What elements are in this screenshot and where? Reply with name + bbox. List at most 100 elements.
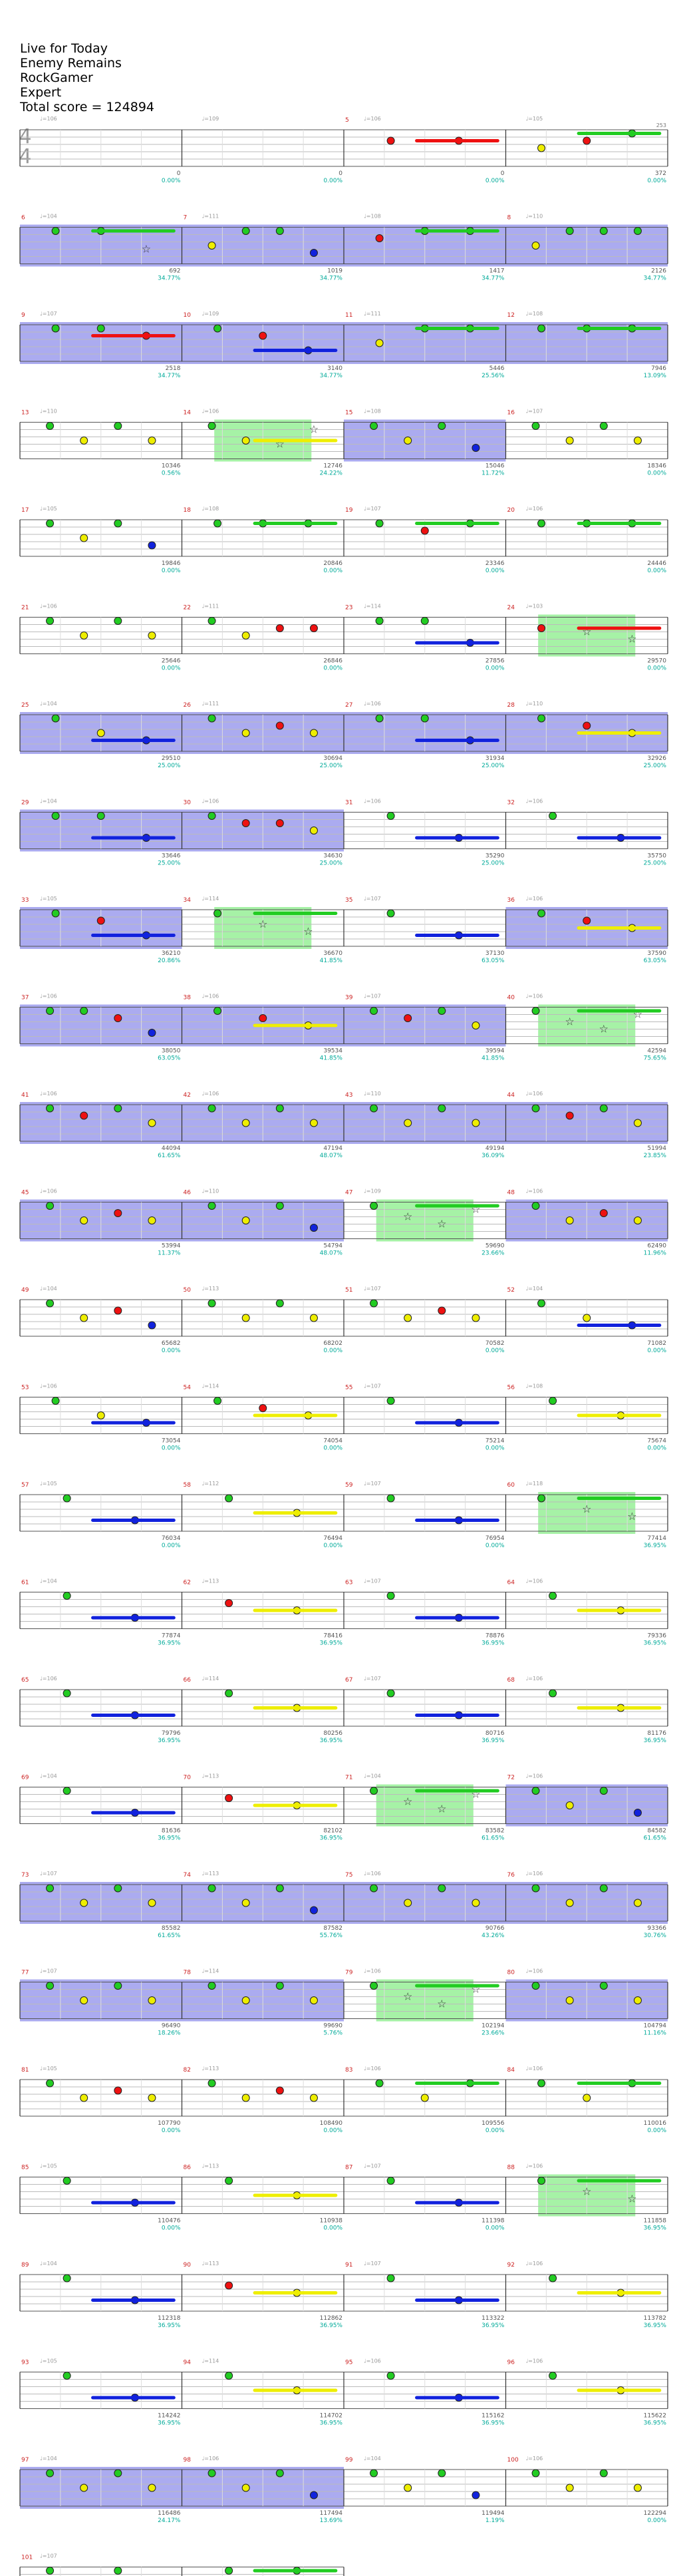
note-y [404, 437, 412, 445]
note-b [309, 1224, 318, 1232]
tempo-marker: ♩=109 [202, 116, 219, 122]
measure-score: 75674 [647, 1438, 666, 1445]
note-y [80, 1314, 88, 1322]
measure-score: 79336 [647, 1633, 666, 1640]
measure-score: 0 [501, 170, 505, 177]
measure-overdrive-percent: 41.85% [320, 958, 343, 964]
note-g [375, 2079, 384, 2088]
measure-number: 95 [345, 2360, 352, 2366]
measure-score: 372 [655, 170, 666, 177]
tempo-marker: ♩=111 [202, 604, 219, 610]
tempo-marker: ♩=106 [40, 1091, 57, 1097]
measure-score: 111398 [481, 2218, 505, 2225]
note-g [207, 1884, 216, 1893]
note-g [537, 2177, 546, 2185]
note-g [63, 1689, 71, 1698]
star-note-icon: ☆ [142, 243, 151, 256]
note-y [241, 1899, 250, 1907]
tempo-marker: ♩=114 [202, 896, 219, 902]
measure-number: 32 [507, 800, 515, 807]
tempo-marker: ♩=106 [526, 1871, 543, 1877]
note-g [370, 422, 378, 430]
measure-overdrive-percent: 36.95% [481, 2420, 505, 2427]
measure-score: 39534 [323, 1048, 342, 1055]
measure-overdrive-percent: 36.95% [644, 1738, 667, 1744]
note-g [537, 2079, 546, 2088]
measure-score: 42594 [647, 1048, 666, 1055]
note-y [404, 1899, 412, 1907]
measure-number: 60 [507, 1482, 515, 1489]
note-g [207, 1202, 216, 1210]
note-g [225, 2177, 233, 2185]
measure-overdrive-percent: 25.00% [644, 860, 667, 867]
measure-overdrive-percent: 0.56% [162, 470, 181, 477]
measure-overdrive-percent: 0.00% [162, 1445, 181, 1452]
measure-score: 23346 [485, 560, 505, 567]
tempo-marker: ♩=103 [526, 604, 543, 610]
tempo-marker: ♩=104 [40, 2261, 57, 2267]
measure-number: 88 [507, 2165, 515, 2171]
measure-score: 78876 [485, 1633, 505, 1640]
tempo-marker: ♩=107 [40, 1871, 57, 1877]
note-g [46, 1202, 55, 1210]
tempo-marker: ♩=111 [364, 311, 381, 317]
note-g [207, 617, 216, 625]
measure-number: 28 [507, 702, 515, 709]
tempo-marker: ♩=111 [202, 214, 219, 220]
note-y [309, 827, 318, 834]
tempo-marker: ♩=106 [526, 1773, 543, 1779]
note-g [386, 1592, 395, 1600]
star-note-icon: ☆ [627, 633, 636, 645]
measure-number: 59 [345, 1482, 353, 1489]
measure-score: 108490 [320, 2120, 343, 2127]
measure-overdrive-percent: 18.26% [158, 2030, 181, 2037]
note-g [386, 909, 395, 918]
measure-overdrive-percent: 36.95% [644, 2322, 667, 2329]
tempo-marker: ♩=104 [364, 1773, 381, 1779]
note-r [259, 331, 267, 340]
note-g [549, 1592, 557, 1600]
note-g [375, 519, 384, 528]
measure-number: 41 [21, 1092, 29, 1099]
measure-score: 78416 [323, 1633, 342, 1640]
note-g [114, 519, 122, 528]
star-note-icon: ☆ [437, 1218, 446, 1230]
tempo-marker: ♩=106 [364, 1968, 381, 1974]
tempo-marker: ♩=108 [364, 214, 381, 220]
measure-number: 56 [507, 1385, 515, 1391]
measure-overdrive-percent: 0.00% [485, 178, 505, 184]
measure-overdrive-percent: 36.95% [320, 1835, 343, 1842]
note-y [633, 1996, 642, 2004]
measure-overdrive-percent: 36.95% [158, 1835, 181, 1842]
measure-overdrive-percent: 61.65% [158, 1932, 181, 1939]
measure-score: 90766 [485, 1925, 505, 1932]
note-y [148, 1996, 156, 2004]
measure-overdrive-percent: 36.95% [481, 1640, 505, 1647]
note-g [438, 2469, 446, 2478]
note-g [599, 1884, 608, 1893]
measure-overdrive-percent: 63.05% [644, 958, 667, 964]
tempo-marker: ♩=106 [202, 799, 219, 805]
measure-overdrive-percent: 25.00% [158, 763, 181, 769]
note-y [80, 1216, 88, 1224]
tempo-marker: ♩=106 [526, 2066, 543, 2072]
total-score: Total score = 124894 [20, 100, 154, 114]
measure-score: 15046 [485, 463, 505, 470]
measure-score: 107790 [158, 2120, 181, 2127]
note-g [46, 1007, 55, 1015]
song-title: Live for Today [20, 41, 108, 56]
measure-number: 35 [345, 897, 352, 904]
measure-overdrive-percent: 0.00% [485, 1348, 505, 1354]
tempo-marker: ♩=107 [526, 409, 543, 415]
measure-score: 74054 [323, 1438, 342, 1445]
note-g [531, 1982, 540, 1990]
note-g [599, 1787, 608, 1795]
measure-number: 37 [21, 995, 29, 1002]
measure-overdrive-percent: 24.22% [320, 470, 343, 477]
measure-score: 76034 [162, 1535, 181, 1542]
measure-overdrive-percent: 0.00% [647, 568, 666, 574]
measure-overdrive-percent: 11.96% [644, 1250, 667, 1257]
note-r [259, 1014, 267, 1022]
note-r [114, 1209, 122, 1217]
measure-overdrive-percent: 36.95% [320, 1640, 343, 1647]
